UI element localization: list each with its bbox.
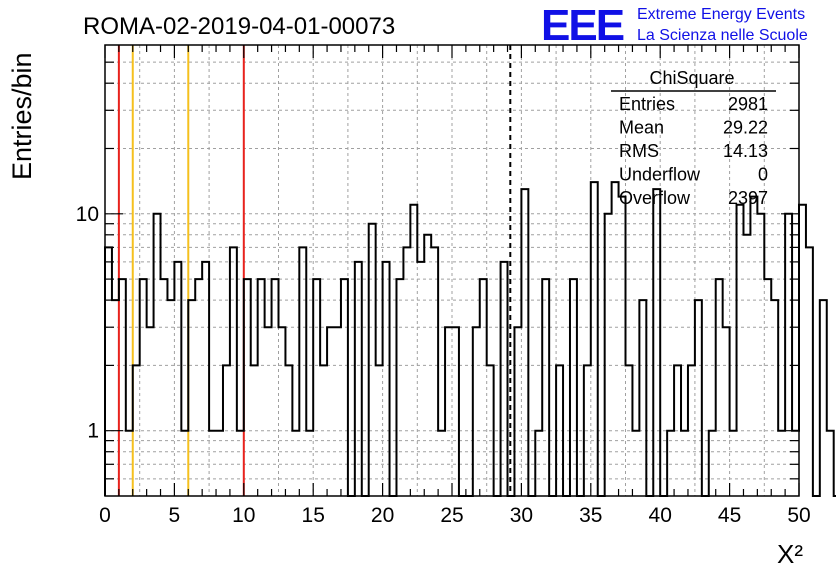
chart-title: ROMA-02-2019-04-01-00073 xyxy=(83,13,395,40)
stats-row-label: Overflow xyxy=(619,188,691,208)
x-tick-label: 15 xyxy=(302,504,325,527)
histogram-step-line xyxy=(104,181,836,497)
x-tick-label: 25 xyxy=(440,504,463,527)
y-tick-label: 10 xyxy=(76,203,99,226)
stats-row-label: Entries xyxy=(619,94,675,114)
grid-lines xyxy=(105,45,799,496)
stats-row-value: 14.13 xyxy=(723,141,768,161)
x-tick-label: 20 xyxy=(371,504,394,527)
stats-row-value: 2981 xyxy=(728,94,768,114)
axis-ticks: 0 5 10 15 20 25 30 35 40 45 50 1 10 xyxy=(76,45,811,527)
y-tick-label: 1 xyxy=(87,420,99,443)
stats-row-label: Mean xyxy=(619,118,664,138)
x-tick-label: 10 xyxy=(232,504,255,527)
stats-row-value: 0 xyxy=(758,165,768,185)
stats-row-label: RMS xyxy=(619,141,659,161)
x-tick-label: 30 xyxy=(510,504,533,527)
x-tick-label: 5 xyxy=(169,504,181,527)
eee-logo: EEE Extreme Energy Events La Scienza nel… xyxy=(541,1,808,50)
stats-row-value: 2397 xyxy=(728,188,768,208)
stats-row-value: 29.22 xyxy=(723,118,768,138)
x-tick-label: 0 xyxy=(99,504,111,527)
eee-logo-mark: EEE xyxy=(541,1,624,50)
stats-box-title: ChiSquare xyxy=(649,68,734,88)
stats-box: ChiSquare Entries 2981 Mean 29.22 RMS 14.13 Un… xyxy=(611,68,776,208)
eee-logo-line1: Extreme Energy Events xyxy=(637,6,805,23)
stats-row-label: Underflow xyxy=(619,165,701,185)
eee-logo-line2: La Scienza nelle Scuole xyxy=(637,27,808,44)
x-tick-label: 45 xyxy=(718,504,741,527)
y-axis-label: Entries/bin xyxy=(7,52,37,180)
x-tick-label: 40 xyxy=(649,504,672,527)
x-tick-label: 35 xyxy=(579,504,602,527)
x-tick-label: 50 xyxy=(787,504,810,527)
x-axis-label: X² xyxy=(777,539,803,569)
